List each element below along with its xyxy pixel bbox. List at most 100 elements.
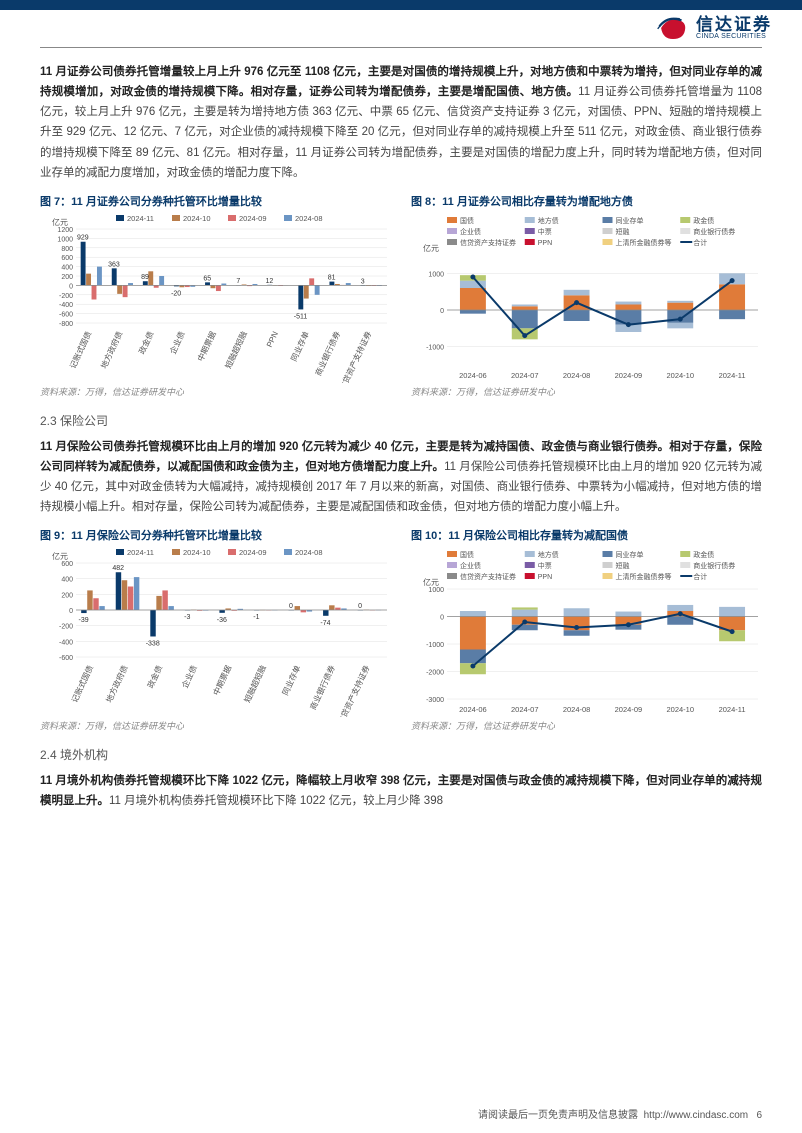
section-a-rest: 11 月证券公司债券托管增量为 1108 亿元，较上月上升 976 亿元，主要是… [40, 86, 762, 179]
brand-name-en: CINDA SECURITIES [696, 33, 772, 40]
section-24-paragraph: 11 月境外机构债券托管规模环比下降 1022 亿元，降幅较上月收窄 398 亿… [40, 771, 762, 811]
svg-text:上清所金融债券等: 上清所金融债券等 [616, 572, 672, 581]
svg-text:2024-11: 2024-11 [127, 214, 154, 223]
footer-page-number: 6 [756, 1110, 762, 1121]
svg-text:-200: -200 [59, 293, 73, 300]
svg-text:地方债: 地方债 [538, 216, 559, 225]
fig9-chart: -600-400-2000200400600亿元2024-112024-1020… [40, 547, 391, 717]
svg-text:1200: 1200 [57, 227, 73, 234]
svg-text:同业存单: 同业存单 [616, 550, 644, 559]
svg-text:商业银行债券: 商业银行债券 [308, 664, 337, 712]
svg-text:0: 0 [69, 283, 73, 290]
svg-text:中期票据: 中期票据 [211, 664, 234, 697]
svg-text:-400: -400 [59, 640, 73, 647]
svg-text:65: 65 [203, 275, 211, 282]
footer-disclaimer: 请阅读最后一页免责声明及信息披露 [478, 1110, 638, 1121]
svg-text:合计: 合计 [693, 238, 707, 247]
svg-text:亿元: 亿元 [423, 577, 439, 587]
svg-text:商业银行债券: 商业银行债券 [313, 329, 342, 377]
svg-text:政金债: 政金债 [693, 216, 714, 225]
svg-text:800: 800 [61, 246, 73, 253]
svg-text:2024-09: 2024-09 [239, 548, 267, 557]
svg-text:2024-10: 2024-10 [666, 371, 694, 380]
svg-text:-1: -1 [253, 614, 259, 621]
svg-text:2024-10: 2024-10 [183, 214, 211, 223]
fig9-title: 图 9：11 月保险公司分券种托管环比增量比较 [40, 527, 391, 543]
svg-text:短融: 短融 [616, 227, 630, 236]
svg-text:2024-06: 2024-06 [459, 371, 487, 380]
svg-text:地方政府债: 地方政府债 [104, 664, 130, 704]
svg-text:400: 400 [61, 264, 73, 271]
svg-text:7: 7 [236, 278, 240, 285]
svg-text:政金债: 政金债 [145, 664, 164, 690]
svg-text:信贷资产支持证券: 信贷资产支持证券 [337, 329, 373, 382]
svg-text:亿元: 亿元 [52, 551, 68, 561]
svg-text:-39: -39 [79, 617, 89, 624]
cinda-logo-icon [656, 13, 690, 43]
page-header: 信达证券 CINDA SECURITIES [0, 0, 802, 46]
svg-text:12: 12 [266, 278, 274, 285]
svg-text:1000: 1000 [428, 587, 444, 594]
svg-text:-1000: -1000 [426, 642, 444, 649]
svg-text:200: 200 [61, 274, 73, 281]
svg-text:PPN: PPN [538, 240, 552, 247]
figure-10: 图 10：11 月保险公司相比存量转为减配国债 国债地方债同业存单政金债企业债中… [411, 527, 762, 732]
svg-text:2024-08: 2024-08 [295, 548, 323, 557]
svg-text:600: 600 [61, 561, 73, 568]
svg-text:-800: -800 [59, 321, 73, 328]
svg-text:-511: -511 [294, 313, 308, 320]
svg-text:信贷资产支持证券: 信贷资产支持证券 [460, 238, 516, 247]
svg-text:企业债: 企业债 [180, 664, 199, 690]
section-24-heading: 2.4 境外机构 [40, 746, 762, 763]
svg-text:929: 929 [77, 234, 89, 241]
svg-text:2024-08: 2024-08 [563, 705, 591, 714]
svg-text:同业存单: 同业存单 [280, 664, 303, 697]
svg-text:2024-10: 2024-10 [183, 548, 211, 557]
brand-logo: 信达证券 CINDA SECURITIES [656, 13, 772, 43]
svg-text:2024-09: 2024-09 [615, 371, 643, 380]
svg-text:3: 3 [361, 278, 365, 285]
svg-text:短融超短融: 短融超短融 [223, 329, 249, 369]
svg-text:2024-11: 2024-11 [127, 548, 154, 557]
svg-text:商业银行债券: 商业银行债券 [693, 561, 735, 570]
svg-text:363: 363 [108, 261, 120, 268]
svg-text:-200: -200 [59, 624, 73, 631]
page-footer: 请阅读最后一页免责声明及信息披露 http://www.cindasc.com … [478, 1106, 762, 1121]
svg-text:0: 0 [440, 615, 444, 622]
svg-text:信贷资产支持证券: 信贷资产支持证券 [335, 664, 371, 717]
svg-text:国债: 国债 [460, 550, 474, 559]
svg-text:-400: -400 [59, 302, 73, 309]
svg-text:2024-08: 2024-08 [295, 214, 323, 223]
svg-text:中期票据: 中期票据 [195, 329, 218, 362]
fig10-title: 图 10：11 月保险公司相比存量转为减配国债 [411, 527, 762, 543]
svg-text:地方债: 地方债 [538, 550, 559, 559]
svg-text:PPN: PPN [265, 330, 280, 349]
svg-text:中票: 中票 [538, 561, 552, 570]
svg-text:600: 600 [61, 255, 73, 262]
svg-text:2024-11: 2024-11 [719, 705, 746, 714]
fig7-source: 资料来源：万得，信达证券研发中心 [40, 385, 391, 398]
svg-text:0: 0 [69, 608, 73, 615]
fig8-chart: 国债地方债同业存单政金债企业债中票短融商业银行债券信贷资产支持证券PPN上清所金… [411, 213, 762, 383]
fig10-chart: 国债地方债同业存单政金债企业债中票短融商业银行债券信贷资产支持证券PPN上清所金… [411, 547, 762, 717]
section-24-rest: 11 月境外机构债券托管规模环比下降 1022 亿元，较上月少降 398 [109, 795, 443, 807]
svg-text:-2000: -2000 [426, 670, 444, 677]
svg-text:0: 0 [289, 603, 293, 610]
svg-text:信贷资产支持证券: 信贷资产支持证券 [460, 572, 516, 581]
svg-text:2024-11: 2024-11 [719, 371, 746, 380]
svg-text:短融: 短融 [616, 561, 630, 570]
svg-text:商业银行债券: 商业银行债券 [693, 227, 735, 236]
svg-text:地方政府债: 地方政府债 [98, 329, 124, 369]
svg-text:2024-07: 2024-07 [511, 371, 539, 380]
footer-url: http://www.cindasc.com [644, 1110, 748, 1121]
svg-text:合计: 合计 [693, 572, 707, 581]
svg-text:2024-08: 2024-08 [563, 371, 591, 380]
svg-text:同业存单: 同业存单 [616, 216, 644, 225]
svg-text:政金债: 政金债 [693, 550, 714, 559]
brand-name-cn: 信达证券 [696, 16, 772, 33]
section-23-paragraph: 11 月保险公司债券托管规模环比由上月的增加 920 亿元转为减少 40 亿元，… [40, 437, 762, 518]
svg-text:-3000: -3000 [426, 697, 444, 704]
svg-text:2024-10: 2024-10 [666, 705, 694, 714]
svg-text:81: 81 [328, 274, 336, 281]
svg-text:-3: -3 [184, 614, 190, 621]
